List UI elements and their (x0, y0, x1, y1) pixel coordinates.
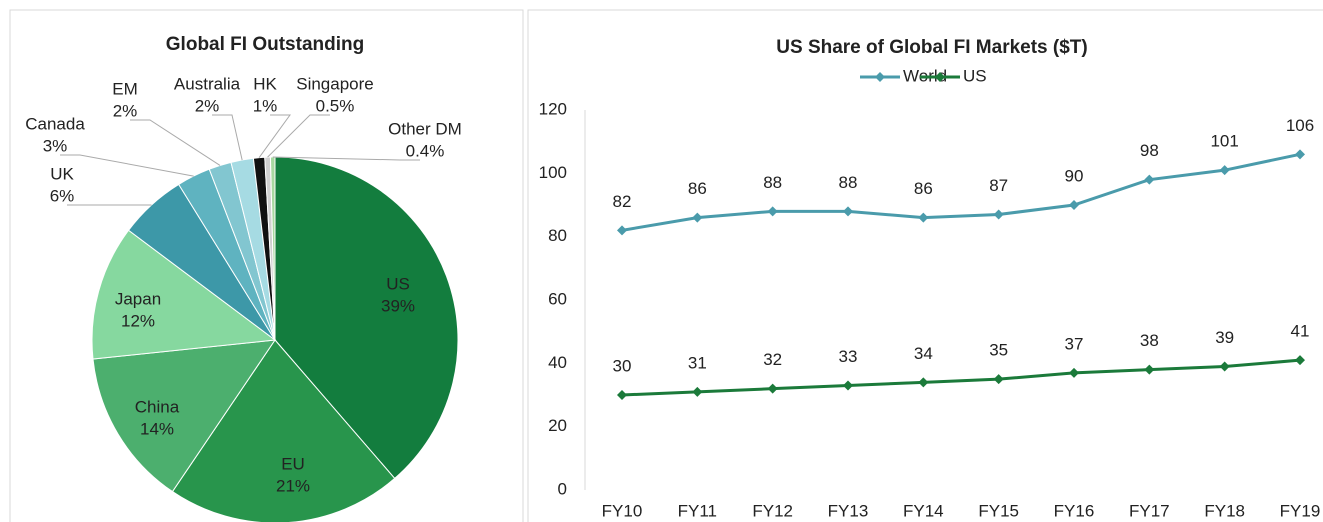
series-line (621, 152, 1301, 232)
pie-title: Global FI Outstanding (166, 34, 364, 55)
data-label: 39 (1215, 328, 1234, 347)
slice-value-label: 1% (253, 96, 278, 115)
point-marker (617, 390, 627, 400)
data-label: 88 (763, 173, 782, 192)
point-marker (843, 380, 853, 391)
y-tick-label: 80 (548, 226, 567, 245)
x-tick-label: FY13 (828, 501, 869, 520)
point-marker (1144, 174, 1155, 185)
series-line (621, 358, 1301, 397)
y-tick-label: 40 (548, 353, 567, 372)
data-label: 88 (839, 173, 858, 192)
slice-value-label: 12% (121, 311, 155, 330)
slice-label: Other DM (388, 119, 462, 138)
point-marker (1144, 364, 1155, 375)
point-marker (617, 225, 627, 236)
data-label: 98 (1140, 141, 1159, 160)
slice-label: US (386, 274, 410, 293)
point-marker (918, 377, 929, 388)
slice-value-label: 3% (43, 136, 68, 155)
point-marker (1295, 355, 1305, 366)
slice-label: China (135, 397, 180, 416)
x-tick-label: FY15 (978, 501, 1019, 520)
legend-marker (935, 72, 945, 82)
x-tick-label: FY11 (678, 501, 717, 520)
point-marker (993, 374, 1004, 385)
data-label: 32 (763, 350, 782, 369)
point-marker (767, 206, 778, 217)
x-tick-label: FY10 (602, 501, 643, 520)
point-marker (843, 206, 853, 217)
slice-label: Singapore (296, 74, 374, 93)
slice-label: EU (281, 454, 305, 473)
data-label: 34 (914, 344, 933, 363)
data-label: 35 (989, 341, 1008, 360)
x-tick-label: FY12 (752, 501, 793, 520)
leader-line (60, 154, 194, 177)
left-panel (9, 9, 524, 522)
data-label: 37 (1065, 334, 1084, 353)
pie-slice (274, 156, 459, 480)
legend-marker (875, 72, 885, 82)
slice-value-label: 2% (195, 96, 220, 115)
y-tick-label: 60 (548, 289, 567, 308)
leader-line (272, 156, 420, 161)
point-marker (1295, 149, 1305, 160)
slice-value-label: 2% (113, 101, 138, 120)
slice-value-label: 6% (50, 186, 75, 205)
pie-slice (91, 229, 277, 360)
point-marker (692, 386, 703, 397)
x-tick-label: FY19 (1280, 501, 1321, 520)
pie-slice (92, 339, 277, 493)
slice-value-label: 0.5% (316, 96, 355, 115)
y-tick-label: 120 (539, 99, 567, 118)
data-label: 31 (688, 353, 707, 372)
x-tick-label: FY14 (903, 501, 944, 520)
data-label: 86 (688, 179, 707, 198)
data-label: 33 (839, 347, 858, 366)
slice-value-label: 0.4% (406, 141, 445, 160)
y-tick-label: 100 (539, 163, 567, 182)
y-tick-label: 0 (558, 479, 567, 498)
x-tick-label: FY16 (1054, 501, 1095, 520)
y-tick-label: 20 (548, 416, 567, 435)
data-label: 38 (1140, 331, 1159, 350)
slice-value-label: 21% (276, 476, 310, 495)
point-marker (1219, 165, 1230, 176)
slice-label: Japan (115, 289, 161, 308)
slice-label: UK (50, 164, 74, 183)
data-label: 41 (1291, 322, 1310, 341)
data-label: 90 (1065, 166, 1084, 185)
leader-line (130, 119, 221, 166)
data-label: 101 (1210, 132, 1238, 151)
slice-value-label: 14% (140, 419, 174, 438)
point-marker (1069, 200, 1079, 210)
x-tick-label: FY17 (1129, 501, 1170, 520)
pie-slice (171, 339, 396, 522)
point-marker (918, 212, 929, 223)
leader-line (258, 114, 291, 158)
slice-label: EM (112, 79, 138, 98)
data-label: 106 (1286, 116, 1314, 135)
slice-value-label: 39% (381, 296, 415, 315)
leader-line (212, 114, 243, 161)
point-marker (1219, 361, 1230, 372)
legend-label: US (963, 66, 987, 85)
slice-label: Australia (174, 74, 241, 93)
data-label: 82 (613, 192, 632, 211)
point-marker (1069, 367, 1079, 378)
data-label: 86 (914, 179, 933, 198)
line-title: US Share of Global FI Markets ($T) (776, 37, 1087, 58)
slice-label: Canada (25, 114, 85, 133)
leader-line (267, 114, 330, 158)
right-panel (527, 9, 1323, 522)
point-marker (767, 383, 778, 394)
data-label: 87 (989, 176, 1008, 195)
point-marker (692, 212, 703, 223)
x-tick-label: FY18 (1204, 501, 1245, 520)
slice-label: HK (253, 74, 277, 93)
point-marker (993, 209, 1004, 220)
data-label: 30 (613, 356, 632, 375)
